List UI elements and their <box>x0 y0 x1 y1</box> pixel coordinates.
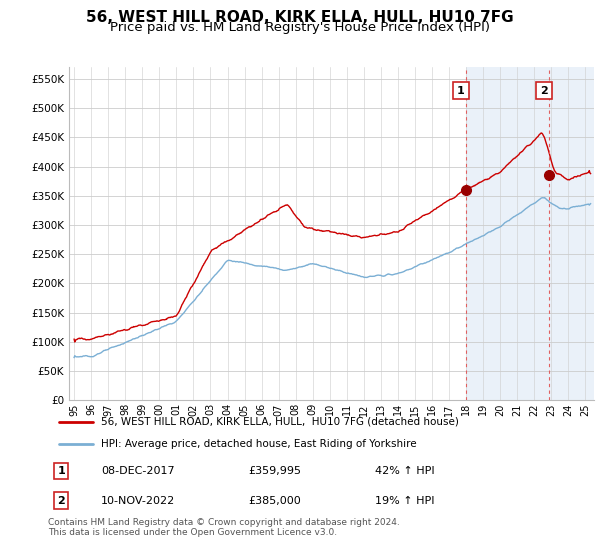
Text: 42% ↑ HPI: 42% ↑ HPI <box>376 466 435 476</box>
Bar <box>466 67 594 400</box>
Text: £385,000: £385,000 <box>248 496 301 506</box>
Text: 56, WEST HILL ROAD, KIRK ELLA, HULL, HU10 7FG: 56, WEST HILL ROAD, KIRK ELLA, HULL, HU1… <box>86 10 514 25</box>
Text: £359,995: £359,995 <box>248 466 302 476</box>
Text: 2: 2 <box>540 86 548 96</box>
Text: 08-DEC-2017: 08-DEC-2017 <box>101 466 175 476</box>
Text: HPI: Average price, detached house, East Riding of Yorkshire: HPI: Average price, detached house, East… <box>101 438 416 449</box>
Text: 1: 1 <box>58 466 65 476</box>
Text: Price paid vs. HM Land Registry's House Price Index (HPI): Price paid vs. HM Land Registry's House … <box>110 21 490 34</box>
Text: Contains HM Land Registry data © Crown copyright and database right 2024.
This d: Contains HM Land Registry data © Crown c… <box>48 518 400 538</box>
Text: 19% ↑ HPI: 19% ↑ HPI <box>376 496 435 506</box>
Text: 10-NOV-2022: 10-NOV-2022 <box>101 496 175 506</box>
Text: 1: 1 <box>457 86 465 96</box>
Text: 56, WEST HILL ROAD, KIRK ELLA, HULL,  HU10 7FG (detached house): 56, WEST HILL ROAD, KIRK ELLA, HULL, HU1… <box>101 417 458 427</box>
Text: 2: 2 <box>58 496 65 506</box>
